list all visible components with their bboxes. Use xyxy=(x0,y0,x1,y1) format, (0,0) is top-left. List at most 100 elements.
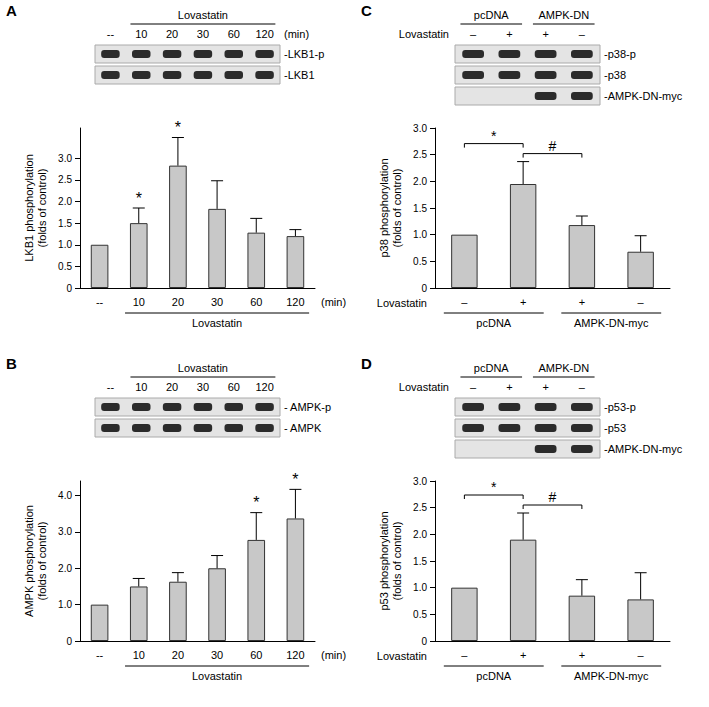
svg-text:p38 phosphorylation: p38 phosphorylation xyxy=(378,158,390,257)
svg-text:60: 60 xyxy=(228,381,240,393)
svg-text:(min): (min) xyxy=(284,28,309,40)
svg-text:p53 phosphorylation: p53 phosphorylation xyxy=(378,511,390,610)
svg-text:10: 10 xyxy=(133,296,145,308)
svg-text:-p53-p: -p53-p xyxy=(604,401,636,413)
svg-text:Lovastatin: Lovastatin xyxy=(399,28,449,40)
svg-text:+: + xyxy=(520,649,526,661)
svg-text:20: 20 xyxy=(166,381,178,393)
svg-text:60: 60 xyxy=(228,28,240,40)
svg-text:Lovastatin: Lovastatin xyxy=(377,297,427,309)
svg-text:0.5: 0.5 xyxy=(58,261,72,272)
svg-text:(min): (min) xyxy=(321,296,346,308)
svg-text:+: + xyxy=(506,381,512,393)
svg-text:Lovastatin: Lovastatin xyxy=(192,317,242,329)
svg-text:2.0: 2.0 xyxy=(413,529,427,540)
svg-text:--: -- xyxy=(96,649,104,661)
svg-text:-AMPK-DN-myc: -AMPK-DN-myc xyxy=(604,443,683,455)
svg-text:–: – xyxy=(638,296,645,308)
svg-text:4.0: 4.0 xyxy=(58,490,72,501)
svg-text:AMPK-DN: AMPK-DN xyxy=(538,362,589,374)
svg-text:-p38-p: -p38-p xyxy=(604,48,636,60)
svg-text:0.5: 0.5 xyxy=(413,256,427,267)
svg-text:--: -- xyxy=(107,28,115,40)
svg-text:120: 120 xyxy=(286,649,304,661)
svg-text:#: # xyxy=(549,489,557,505)
svg-text:pcDNA: pcDNA xyxy=(476,317,512,329)
svg-text:LKB1 phosphorylation: LKB1 phosphorylation xyxy=(23,154,35,262)
svg-text:–: – xyxy=(579,381,586,393)
svg-text:120: 120 xyxy=(255,28,273,40)
svg-text:3.0: 3.0 xyxy=(58,526,72,537)
svg-text:*: * xyxy=(491,479,497,495)
svg-text:–: – xyxy=(461,649,468,661)
svg-text:Lovastatin: Lovastatin xyxy=(399,381,449,393)
svg-text:30: 30 xyxy=(211,649,223,661)
svg-text:AMPK-DN-myc: AMPK-DN-myc xyxy=(574,317,649,329)
svg-text:2.0: 2.0 xyxy=(413,176,427,187)
svg-text:(folds of control): (folds of control) xyxy=(391,522,403,601)
svg-text:AMPK-DN: AMPK-DN xyxy=(538,9,589,21)
svg-text:+: + xyxy=(542,28,548,40)
svg-text:AMPK-DN-myc: AMPK-DN-myc xyxy=(574,670,649,682)
svg-text:+: + xyxy=(579,649,585,661)
svg-text:- AMPK-p: - AMPK-p xyxy=(284,401,331,413)
svg-text:3.0: 3.0 xyxy=(413,476,427,487)
svg-text:(folds of control): (folds of control) xyxy=(391,169,403,248)
svg-text:0: 0 xyxy=(66,636,72,647)
svg-text:+: + xyxy=(520,296,526,308)
svg-text:0: 0 xyxy=(421,283,427,294)
svg-text:+: + xyxy=(506,28,512,40)
svg-text:2.5: 2.5 xyxy=(413,149,427,160)
svg-text:(folds of control): (folds of control) xyxy=(36,522,48,601)
svg-text:30: 30 xyxy=(211,296,223,308)
svg-text:10: 10 xyxy=(133,649,145,661)
svg-text:1.5: 1.5 xyxy=(413,556,427,567)
svg-text:*: * xyxy=(136,190,142,207)
svg-text:–: – xyxy=(579,28,586,40)
svg-text:30: 30 xyxy=(197,28,209,40)
svg-text:–: – xyxy=(470,28,477,40)
svg-text:-p53: -p53 xyxy=(604,422,626,434)
svg-text:+: + xyxy=(542,381,548,393)
svg-text:D: D xyxy=(361,355,372,372)
svg-text:pcDNA: pcDNA xyxy=(474,9,510,21)
svg-text:C: C xyxy=(361,2,372,19)
svg-text:--: -- xyxy=(107,381,115,393)
svg-text:60: 60 xyxy=(250,649,262,661)
svg-text:120: 120 xyxy=(286,296,304,308)
svg-text:120: 120 xyxy=(255,381,273,393)
svg-text:2.0: 2.0 xyxy=(58,196,72,207)
svg-text:0: 0 xyxy=(66,283,72,294)
svg-text:--: -- xyxy=(96,296,104,308)
svg-text:- AMPK: - AMPK xyxy=(284,422,322,434)
svg-text:1.0: 1.0 xyxy=(58,599,72,610)
svg-text:-p38: -p38 xyxy=(604,69,626,81)
svg-text:(min): (min) xyxy=(321,649,346,661)
svg-text:*: * xyxy=(491,128,497,144)
svg-text:–: – xyxy=(638,649,645,661)
svg-text:60: 60 xyxy=(250,296,262,308)
svg-text:Lovastatin: Lovastatin xyxy=(192,670,242,682)
svg-text:1.0: 1.0 xyxy=(413,582,427,593)
svg-text:Lovastatin: Lovastatin xyxy=(377,650,427,662)
svg-text:*: * xyxy=(292,471,298,488)
svg-text:#: # xyxy=(549,138,557,154)
svg-text:*: * xyxy=(175,119,181,136)
svg-text:pcDNA: pcDNA xyxy=(474,362,510,374)
svg-text:A: A xyxy=(6,2,17,19)
svg-text:30: 30 xyxy=(197,381,209,393)
svg-text:-AMPK-DN-myc: -AMPK-DN-myc xyxy=(604,90,683,102)
svg-text:*: * xyxy=(253,494,259,511)
svg-text:3.0: 3.0 xyxy=(58,153,72,164)
svg-text:(folds of control): (folds of control) xyxy=(36,169,48,248)
svg-text:–: – xyxy=(470,381,477,393)
svg-text:2.5: 2.5 xyxy=(413,502,427,513)
svg-text:-LKB1-p: -LKB1-p xyxy=(284,48,324,60)
svg-text:10: 10 xyxy=(135,381,147,393)
svg-text:1.0: 1.0 xyxy=(58,239,72,250)
svg-text:–: – xyxy=(461,296,468,308)
svg-text:10: 10 xyxy=(135,28,147,40)
svg-text:1.0: 1.0 xyxy=(413,229,427,240)
svg-text:Lovastatin: Lovastatin xyxy=(178,362,228,374)
svg-text:pcDNA: pcDNA xyxy=(476,670,512,682)
